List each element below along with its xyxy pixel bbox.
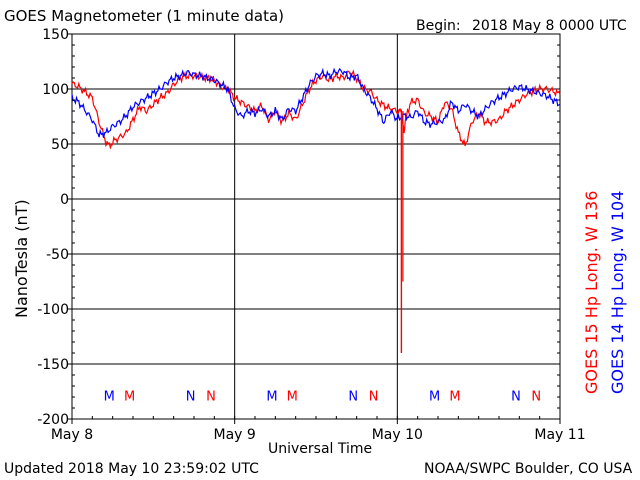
begin-value: 2018 May 8 0000 UTC (472, 18, 627, 34)
y-tick-label: 100 (42, 82, 69, 98)
y-tick-label: -100 (37, 302, 69, 318)
footer-updated: Updated 2018 May 10 23:59:02 UTC (4, 461, 259, 477)
series-layer (71, 67, 561, 353)
marker-m: M (429, 389, 440, 404)
marker-n: N (348, 389, 358, 404)
x-tick-label: May 8 (51, 427, 93, 443)
grid-layer (71, 33, 561, 420)
legend-goes14: GOES 14 Hp Long. W 104 (608, 190, 627, 394)
y-tick-label: 0 (60, 192, 69, 208)
y-tick-label: -150 (37, 357, 69, 373)
series-line-goes14 (71, 67, 561, 138)
y-tick-label: -200 (37, 412, 69, 428)
marker-n: N (186, 389, 196, 404)
marker-m: M (266, 389, 277, 404)
y-tick-label: 50 (51, 137, 69, 153)
marker-m: M (124, 389, 135, 404)
plot-frame (71, 33, 561, 420)
x-tick-label: May 10 (372, 427, 423, 443)
series-line-goes15 (71, 69, 561, 150)
marker-m: M (104, 389, 115, 404)
x-axis-label: Universal Time (268, 441, 373, 457)
marker-n: N (531, 389, 541, 404)
marker-m: M (449, 389, 460, 404)
marker-n: N (369, 389, 379, 404)
begin-label: Begin: (416, 18, 461, 34)
x-tick-label: May 9 (214, 427, 256, 443)
marker-n: N (206, 389, 216, 404)
marker-m: M (287, 389, 298, 404)
footer-credit: NOAA/SWPC Boulder, CO USA (424, 461, 633, 477)
x-tick-label: May 11 (534, 427, 585, 443)
chart-title: GOES Magnetometer (1 minute data) (4, 7, 285, 25)
marker-n: N (511, 389, 521, 404)
y-tick-label: -50 (46, 247, 69, 263)
y-tick-label: 150 (42, 27, 69, 43)
legend-goes15: GOES 15 Hp Long. W 136 (582, 190, 601, 394)
y-axis-label: NanoTesla (nT) (12, 199, 31, 318)
